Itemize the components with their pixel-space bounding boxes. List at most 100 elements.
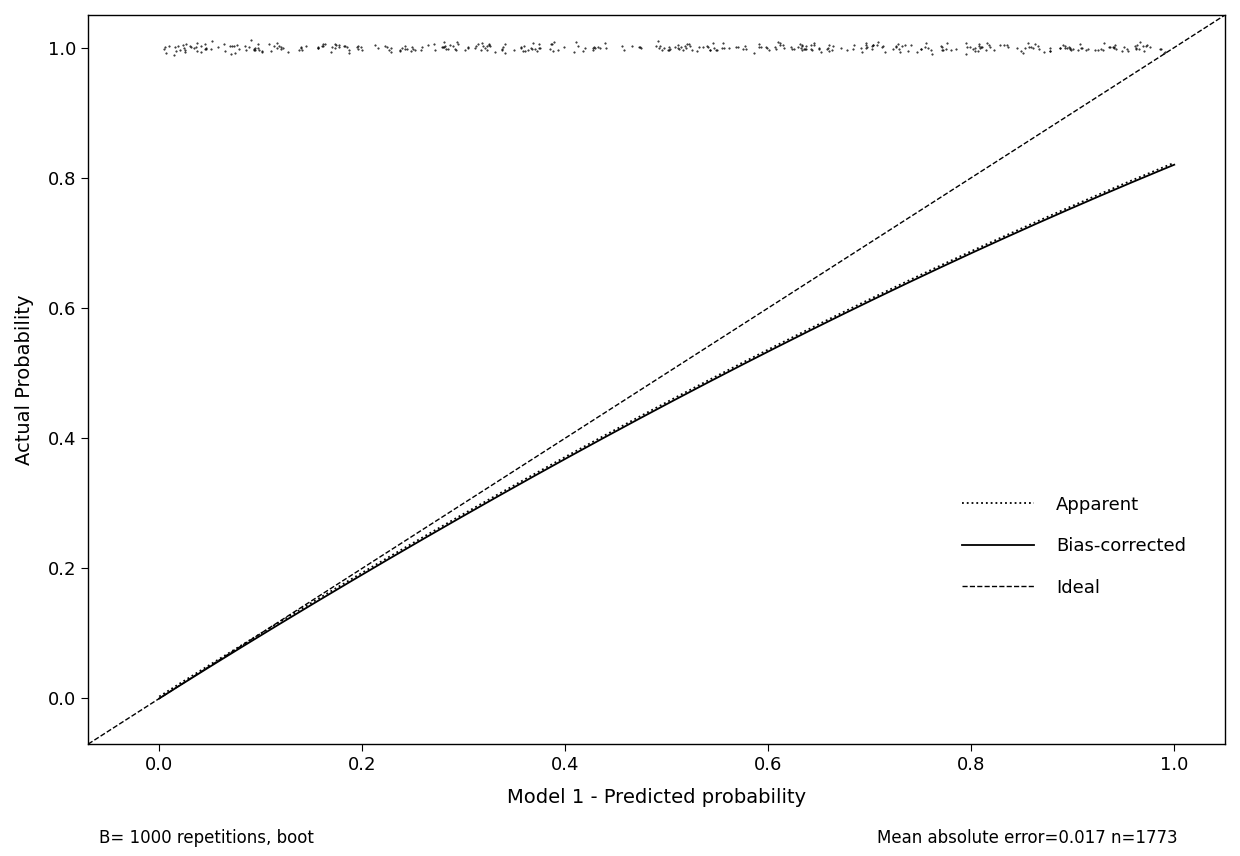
Point [485,45,505,59]
Point [629,40,649,54]
Point [1063,42,1083,56]
Point [1053,38,1073,51]
Point [735,39,755,53]
Point [919,41,939,55]
Point [970,41,990,55]
Point [475,41,495,55]
Point [175,44,195,57]
Point [651,39,671,53]
Point [351,40,371,54]
Point [544,35,564,49]
Point [522,42,542,56]
Point [787,40,807,54]
Point [1100,40,1120,54]
Point [1050,41,1070,55]
Point [1060,42,1080,56]
Point [676,39,696,52]
Point [1085,43,1105,56]
Point [970,39,990,52]
Point [719,41,739,55]
Point [1118,44,1138,57]
Point [1154,45,1174,58]
Point [768,36,787,50]
Point [622,39,642,52]
Point [956,36,976,50]
Point [543,45,563,58]
Point [368,41,388,55]
Point [931,39,951,53]
Point [1070,38,1090,51]
Point [325,37,345,51]
Point [785,42,805,56]
Point [911,42,931,56]
Point [1058,41,1078,55]
Point [273,41,293,55]
Point [1059,40,1079,54]
Point [595,37,615,51]
Point [379,44,399,57]
Point [565,35,585,49]
Point [584,40,604,54]
Point [174,41,193,55]
Point [541,42,560,56]
Point [790,37,810,51]
Point [1029,42,1049,56]
Point [337,39,357,53]
Point [693,40,713,54]
Point [822,43,842,56]
Point [687,45,707,58]
Point [216,45,236,58]
Point [494,40,513,54]
Point [796,39,816,52]
Point [405,43,425,56]
Point [186,39,206,53]
Point [180,39,200,53]
Point [434,40,454,54]
Point [511,41,531,55]
Point [1040,45,1060,58]
Point [424,37,444,51]
Point [660,40,680,54]
Point [985,43,1004,56]
Point [521,42,541,56]
Point [911,43,931,56]
Point [670,43,689,56]
Point [270,42,290,56]
Point [677,37,697,51]
Point [170,44,190,57]
Point [187,44,207,57]
Point [887,40,906,54]
Point [155,43,175,56]
Point [701,43,720,56]
Point [883,42,903,56]
Point [1126,41,1146,55]
Point [348,42,368,56]
Point [181,40,201,54]
Point [445,43,465,56]
Point [646,39,666,52]
Point [412,43,432,56]
Point [419,38,439,51]
Point [202,43,222,56]
Point [1106,42,1126,56]
Point [159,39,179,52]
Point [590,41,610,55]
Point [698,40,718,54]
Point [980,39,999,53]
Point [339,46,358,60]
Point [823,39,843,53]
Point [308,41,327,55]
Point [164,48,184,62]
Point [890,45,910,58]
Point [573,45,593,58]
Point [196,41,216,55]
Point [434,40,454,54]
Point [1078,42,1097,56]
Point [1112,45,1132,58]
Point [459,40,479,54]
Point [480,38,500,51]
Point [293,43,312,56]
Point [542,37,562,51]
Point [213,37,233,51]
Point [844,39,864,52]
